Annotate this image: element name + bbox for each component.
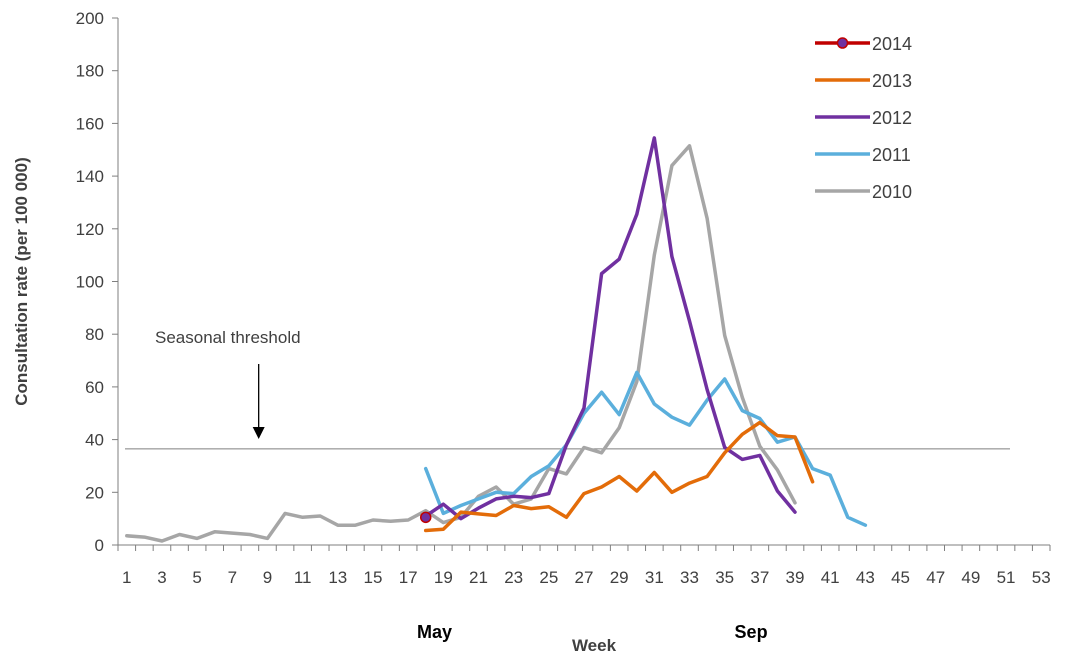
series-lines — [125, 136, 868, 543]
month-label-sep: Sep — [735, 622, 768, 642]
x-tick-label: 9 — [263, 568, 272, 587]
legend: 2014 2013 2012 2011 2010 — [815, 34, 912, 202]
x-tick-label: 47 — [926, 568, 945, 587]
legend-label-2011: 2011 — [872, 145, 911, 165]
x-tick-label: 53 — [1032, 568, 1051, 587]
series-2014-marker — [419, 511, 432, 524]
month-labels: May Sep — [417, 622, 768, 642]
x-tick-label: 3 — [157, 568, 166, 587]
legend-label-2012: 2012 — [872, 108, 912, 128]
x-tick-label: 31 — [645, 568, 664, 587]
legend-label-2010: 2010 — [872, 182, 912, 202]
x-tick-labels: 1 3 5 7 9 11 13 15 17 19 21 23 25 27 29 31 33 35 37 39 41 43 4… — [122, 568, 1051, 587]
x-tick-label: 17 — [399, 568, 418, 587]
x-tick-label: 37 — [750, 568, 769, 587]
y-axis-title: Consultation rate (per 100 000) — [12, 157, 31, 405]
legend-label-2014: 2014 — [872, 34, 912, 54]
x-tick-label: 33 — [680, 568, 699, 587]
x-tick-label: 1 — [122, 568, 131, 587]
y-tick-label: 120 — [76, 220, 104, 239]
x-axis-title: Week — [572, 636, 617, 655]
axes — [112, 17, 1051, 551]
x-tick-label: 45 — [891, 568, 910, 587]
month-label-may: May — [417, 622, 452, 642]
y-tick-label: 180 — [76, 62, 104, 81]
legend-marker-2014 — [836, 37, 849, 49]
y-tick-label: 0 — [95, 536, 104, 555]
y-tick-label: 100 — [76, 273, 104, 292]
threshold-arrowhead — [252, 427, 265, 439]
x-tick-label: 49 — [961, 568, 980, 587]
x-tick-label: 19 — [434, 568, 453, 587]
y-tick-label: 20 — [85, 483, 104, 502]
x-tick-label: 39 — [786, 568, 805, 587]
x-tick-label: 43 — [856, 568, 875, 587]
x-tick-label: 7 — [228, 568, 237, 587]
series-2013-line — [423, 420, 815, 533]
x-tick-label: 41 — [821, 568, 840, 587]
x-tick-label: 15 — [364, 568, 383, 587]
y-tick-label: 140 — [76, 167, 104, 186]
y-tick-label: 200 — [76, 9, 104, 28]
x-tick-label: 35 — [715, 568, 734, 587]
legend-label-2013: 2013 — [872, 71, 912, 91]
y-tick-label: 40 — [85, 431, 104, 450]
x-tick-label: 11 — [294, 568, 312, 587]
seasonal-threshold: Seasonal threshold — [125, 328, 1010, 450]
threshold-label: Seasonal threshold — [155, 328, 301, 347]
x-tick-label: 25 — [539, 568, 558, 587]
x-tick-label: 27 — [575, 568, 594, 587]
x-tick-label: 13 — [328, 568, 347, 587]
x-tick-label: 21 — [469, 568, 488, 587]
x-tick-label: 23 — [504, 568, 523, 587]
x-tick-label: 5 — [192, 568, 201, 587]
y-tick-labels: 0 20 40 60 80 100 120 140 160 180 200 — [76, 9, 104, 555]
series-2012-line — [423, 136, 797, 521]
x-tick-label: 51 — [997, 568, 1016, 587]
y-tick-label: 60 — [85, 378, 104, 397]
y-tick-label: 160 — [76, 114, 104, 133]
x-tick-label: 29 — [610, 568, 629, 587]
y-tick-label: 80 — [85, 325, 104, 344]
